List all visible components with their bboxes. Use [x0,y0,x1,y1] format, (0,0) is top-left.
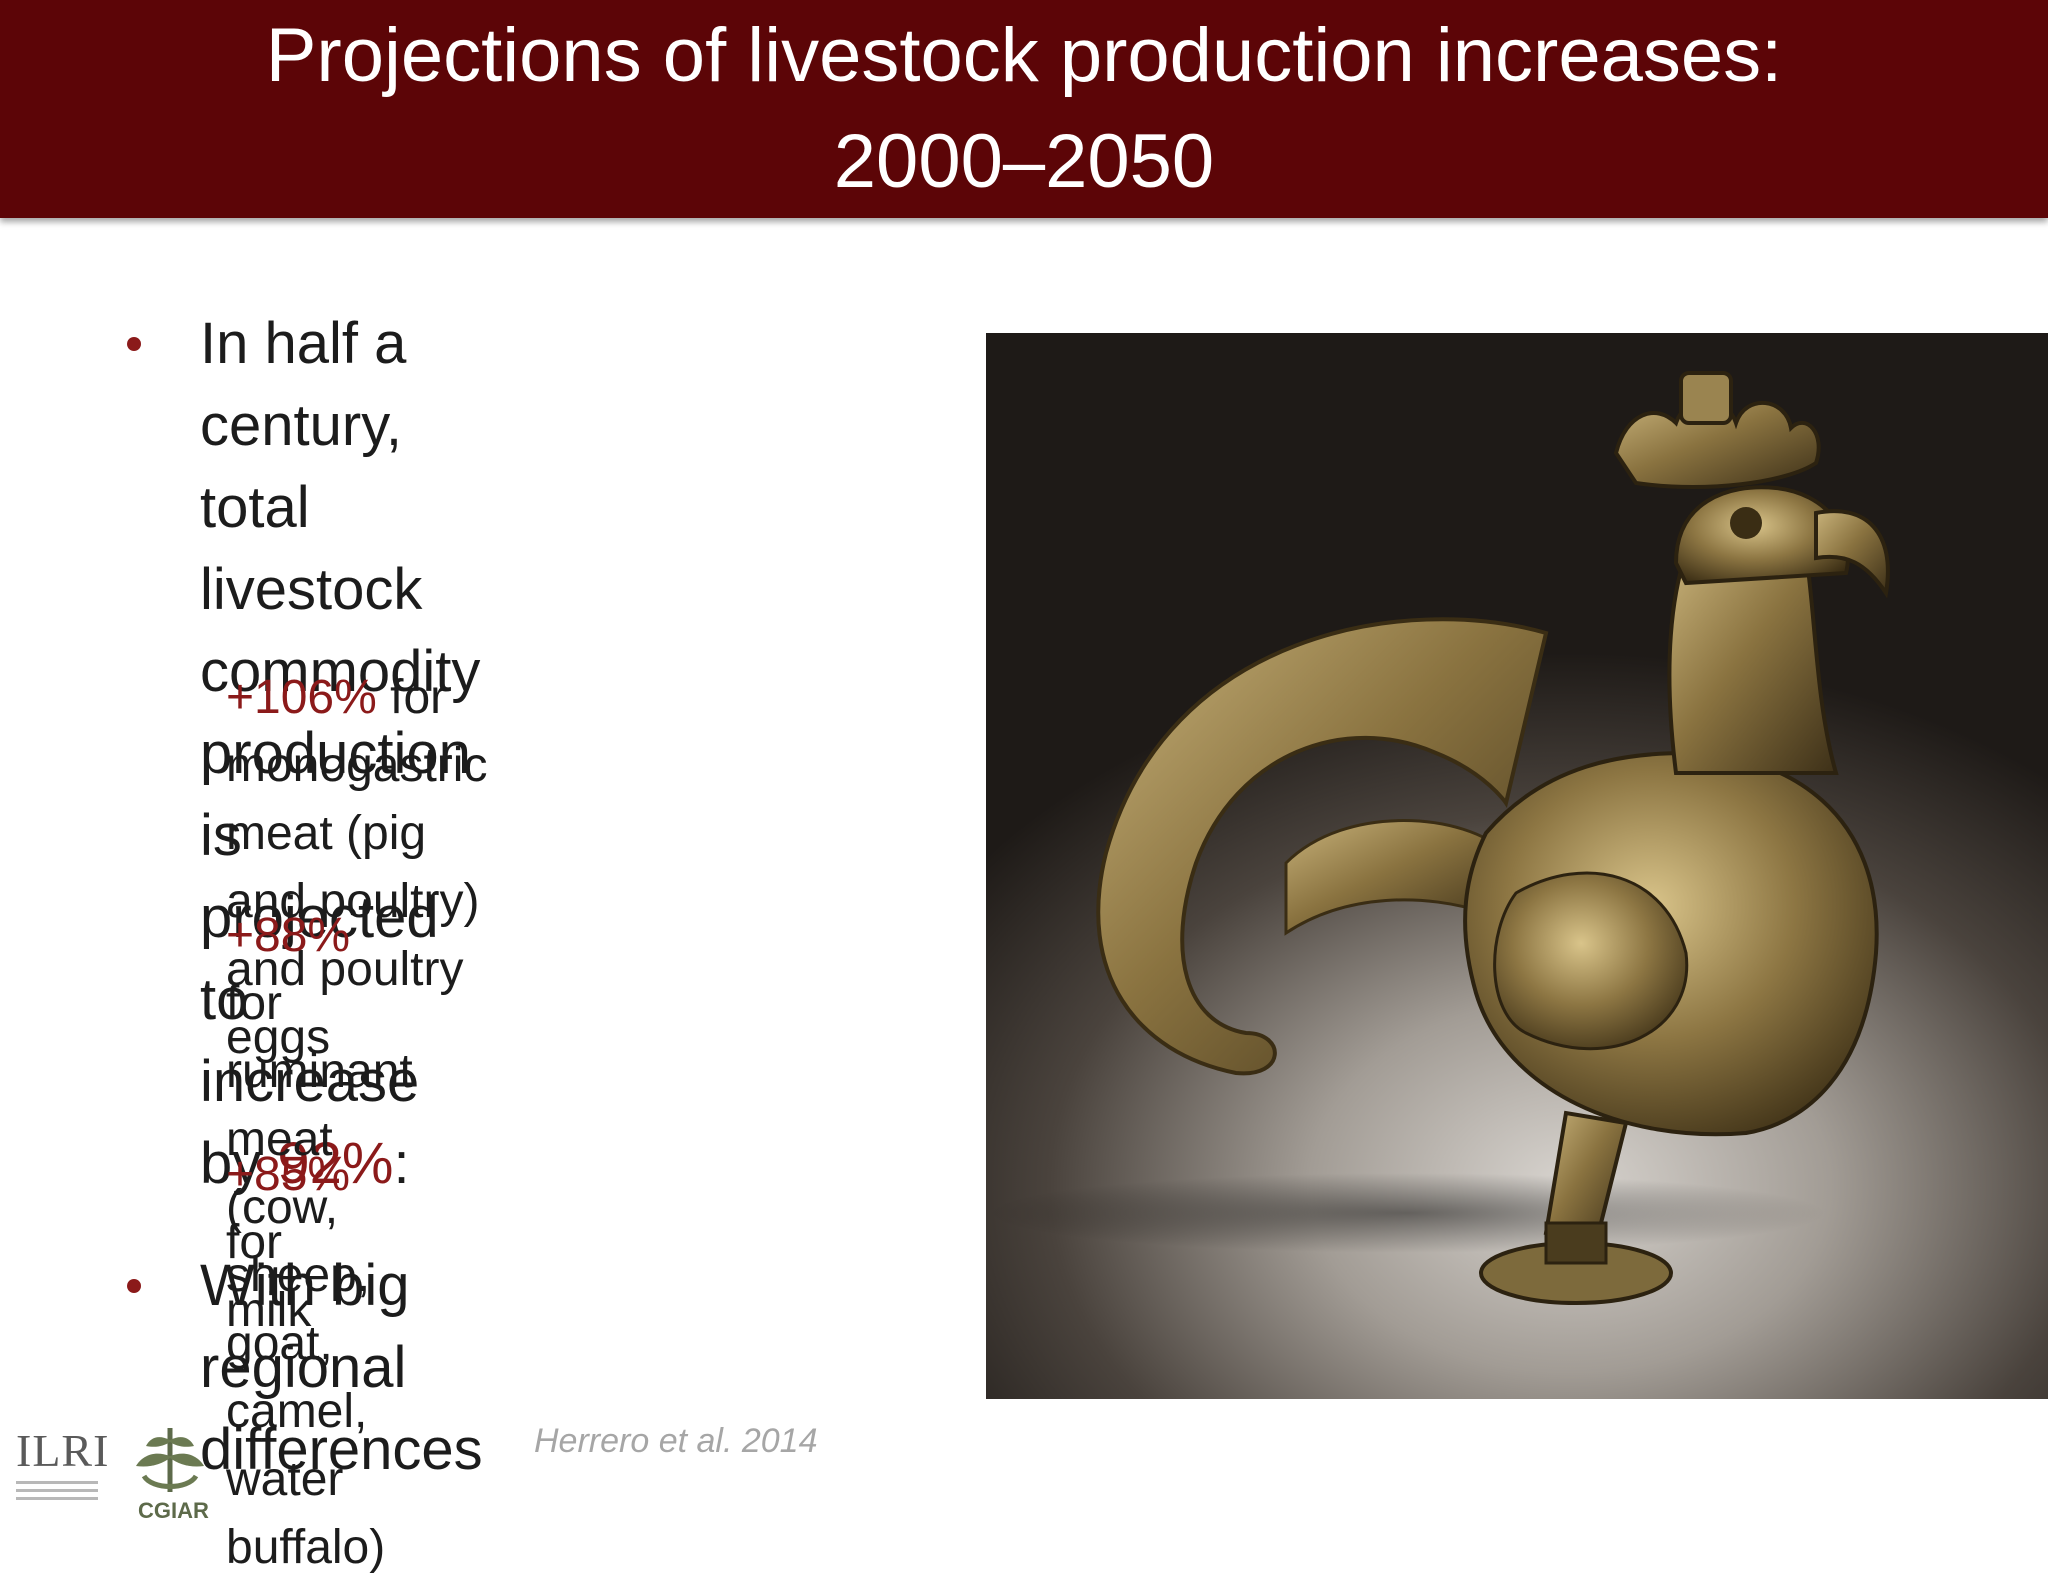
ilri-logo: ILRI [16,1425,110,1522]
cgiar-wordmark: CGIAR [138,1498,209,1523]
bullet-main-2-line-2: differences [200,1417,483,1482]
sub-item-monogastric-rest: for monogastric [226,671,488,792]
percent-85: +85% [226,1148,351,1201]
percent-88: +88% [226,909,351,962]
slide-title: Projections of livestock production incr… [0,0,2048,218]
title-line-2: 2000–2050 [833,119,1215,204]
bullet-dot [127,1279,141,1293]
citation: Herrero et al. 2014 [534,1422,818,1460]
sub-item-milk-line-1: +85% for milk [226,1141,350,1345]
sub-item-monogastric-line-2: meat (pig and poultry) [226,807,480,928]
sub-item-monogastric-line-1: +106% for monogastric [226,664,487,800]
bullet-main-1-line-1: In half a century, total [200,311,407,540]
ilri-wordmark: ILRI [16,1425,110,1476]
ilri-subtitle-lines [16,1481,104,1500]
bullet-main-1-line-3: production is projected [200,721,471,950]
bullet-main-1-prefix: to increase by [200,967,420,1196]
sub-item-monogastric: +106% for monogastric meat (pig and poul… [226,664,487,1072]
rooster-ewer-photo [986,333,2048,1399]
bullet-dot [127,337,141,351]
bullet-main-1: In half a century, total livestock commo… [200,303,480,1205]
bullet-main-2: With big regional differences [200,1245,483,1491]
percent-92: 92% [277,1131,394,1196]
sub-item-monogastric-line-3: and poultry eggs [226,943,464,1064]
rooster-illustration [986,371,1890,1305]
sub-item-milk: +85% for milk [226,1141,350,1345]
bullet-main-2-line-1: With big regional [200,1253,410,1400]
title-line-1: Projections of livestock production incr… [265,13,1783,98]
bullet-main-1-line-4: to increase by 92%: [200,959,480,1205]
cgiar-plant-icon [136,1428,204,1492]
bullet-main-1-suffix: : [393,1131,410,1196]
sub-item-ruminant-line-1: +88% for ruminant meat [226,902,413,1174]
sub-item-milk-rest: for milk [226,1216,312,1337]
sub-item-ruminant-line-2: (cow, sheep, goat, camel, [226,1181,371,1438]
bullet-main-1-line-2: livestock commodity [200,557,481,704]
percent-106: +106% [226,671,377,724]
sub-item-ruminant-rest: for ruminant meat [226,977,413,1166]
cgiar-logo: CGIAR [128,1420,212,1524]
